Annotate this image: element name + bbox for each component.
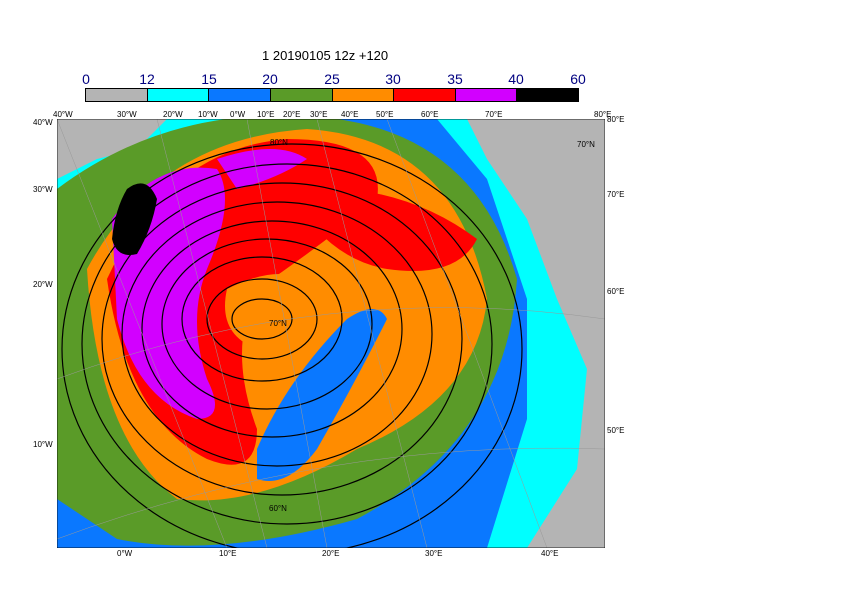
- land-greenland: [57, 119, 167, 179]
- top-label-10w: 10°W: [198, 110, 218, 119]
- top-label-70e: 70°E: [485, 110, 503, 119]
- top-label-60e: 60°E: [421, 110, 439, 119]
- top-label-30e: 30°E: [310, 110, 328, 119]
- top-label-40w: 40°W: [53, 110, 73, 119]
- top-label-80e: 80°E: [594, 110, 612, 119]
- colorbar-label-20: 20: [262, 71, 278, 87]
- map-label-60n: 60°N: [269, 504, 287, 513]
- right-label-80e: 80°E: [607, 115, 625, 124]
- colorbar-label-60: 60: [570, 71, 586, 87]
- left-label-10w: 10°W: [33, 440, 53, 449]
- colorbar-segment-35-40: [455, 89, 518, 101]
- colorbar-label-15: 15: [201, 71, 217, 87]
- colorbar-segment-20-25: [270, 89, 333, 101]
- colorbar-label-0: 0: [82, 71, 90, 87]
- top-label-20w: 20°W: [163, 110, 183, 119]
- top-label-50e: 50°E: [376, 110, 394, 119]
- colorbar-segment-0-12: [86, 89, 148, 101]
- colorbar-label-40: 40: [508, 71, 524, 87]
- magenta-field-north: [217, 149, 307, 189]
- chart-title: 1 20190105 12z +120: [262, 48, 389, 63]
- bottom-label-10e: 10°E: [219, 549, 237, 558]
- map-label-70n-east: 70°N: [577, 140, 595, 149]
- colorbar-segment-40-60: [517, 89, 578, 101]
- map-plot: 80°N 70°N 70°N 60°N: [57, 119, 605, 548]
- map-label-80n: 80°N: [270, 138, 288, 147]
- land-east: [467, 119, 605, 548]
- colorbar-label-30: 30: [385, 71, 401, 87]
- top-label-40e: 40°E: [341, 110, 359, 119]
- isobars: [61, 143, 523, 548]
- colorbar-segment-12-15: [147, 89, 210, 101]
- right-label-70e: 70°E: [607, 190, 625, 199]
- left-label-20w: 20°W: [33, 280, 53, 289]
- colorbar-label-35: 35: [447, 71, 463, 87]
- top-label-10e: 10°E: [257, 110, 275, 119]
- bottom-label-20e: 20°E: [322, 549, 340, 558]
- orange-low-center: [225, 274, 317, 349]
- top-label-20e: 20°E: [283, 110, 301, 119]
- colorbar-label-25: 25: [324, 71, 340, 87]
- bottom-label-30e: 30°E: [425, 549, 443, 558]
- left-label-30w: 30°W: [33, 185, 53, 194]
- colorbar-segment-25-30: [332, 89, 395, 101]
- colorbar: [85, 88, 579, 102]
- scandinavia-field: [257, 309, 387, 481]
- colorbar-label-12: 12: [139, 71, 155, 87]
- top-label-0w: 0°W: [230, 110, 246, 119]
- colorbar-segment-30-35: [394, 89, 456, 101]
- left-label-40w: 40°W: [33, 118, 53, 127]
- right-label-60e: 60°E: [607, 287, 625, 296]
- bottom-label-0w: 0°W: [117, 549, 133, 558]
- map-label-70n: 70°N: [269, 319, 287, 328]
- right-label-50e: 50°E: [607, 426, 625, 435]
- bottom-label-40e: 40°E: [541, 549, 559, 558]
- graticule: [57, 119, 605, 548]
- top-label-30w: 30°W: [117, 110, 137, 119]
- colorbar-segment-15-20: [209, 89, 271, 101]
